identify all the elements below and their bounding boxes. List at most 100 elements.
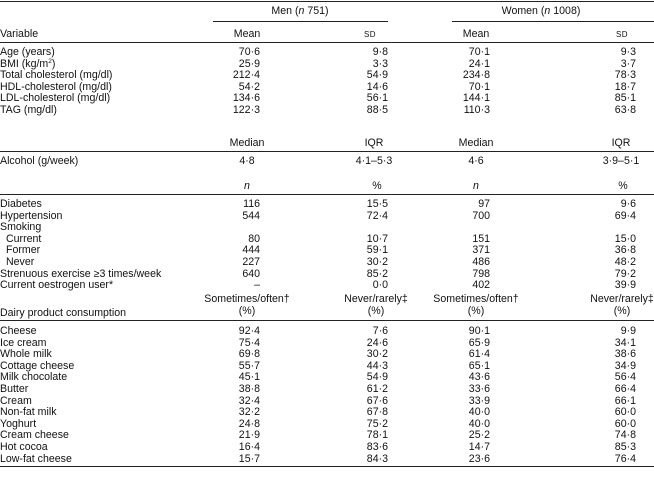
column-header-men-never: Never/rarely‡	[344, 293, 408, 305]
women-iqr-value: 3·9–5·1	[602, 155, 640, 167]
column-header-women-iqr: IQR	[611, 137, 631, 149]
top-rule	[0, 1, 654, 2]
group-header-men: Men (n 751)	[271, 5, 329, 17]
men-never-value: 44·3	[366, 359, 388, 372]
men-group-rule	[213, 21, 388, 22]
group-header-women: Women (n 1008)	[501, 5, 581, 17]
women-n-value: 97	[478, 198, 490, 210]
men-mean-value: 134·6	[232, 92, 260, 105]
women-pct-value: 39·9	[614, 279, 636, 292]
women-sometimes-value: 65·1	[468, 359, 490, 372]
column-header-women-never-unit: (%)	[613, 305, 631, 317]
women-sometimes-value: 61·4	[468, 348, 490, 361]
row-label: Low-fat cheese	[0, 452, 72, 465]
men-mean-value: 70·6	[238, 46, 260, 58]
row-label: Whole milk	[0, 348, 52, 361]
men-pct-value: 10·7	[366, 232, 388, 245]
men-never-value: 24·6	[366, 336, 388, 349]
men-sometimes-value: 55·7	[238, 359, 260, 372]
women-sd-value: 63·8	[614, 104, 636, 116]
column-header-women-sometimes: Sometimes/often†	[433, 293, 519, 305]
row-label: TAG (mg/dl)	[0, 104, 57, 116]
women-mean-value: 70·1	[468, 46, 490, 58]
column-header-men-pct: %	[372, 180, 382, 192]
row-label: Current	[6, 232, 42, 245]
women-sometimes-value: 33·9	[468, 394, 490, 407]
men-sometimes-value: 24·8	[238, 417, 260, 430]
men-pct-value: 72·4	[366, 209, 388, 222]
row-label: LDL-cholesterol (mg/dl)	[0, 92, 111, 105]
women-never-value: 85·3	[614, 441, 636, 453]
women-sometimes-value: 65·9	[468, 336, 490, 349]
women-never-value: 9·9	[620, 325, 636, 337]
column-header-women-median: Median	[458, 137, 494, 149]
women-sd-value: 18·7	[614, 80, 636, 93]
men-never-value: 67·6	[366, 394, 388, 407]
row-label: Diabetes	[0, 198, 42, 210]
dairy-header-rule	[0, 320, 654, 321]
men-never-value: 7·6	[372, 325, 388, 337]
men-pct-value: 15·5	[366, 198, 388, 210]
row-label: Never	[6, 256, 35, 268]
row-label: Former	[6, 244, 41, 257]
bottom-rule	[0, 466, 654, 467]
women-never-value: 60·0	[614, 417, 636, 430]
men-n-value: 116	[243, 198, 260, 210]
women-sometimes-value: 40·0	[468, 417, 490, 430]
women-never-value: 56·4	[614, 371, 636, 384]
row-label: Yoghurt	[0, 417, 37, 430]
row-label: Alcohol (g/week)	[0, 155, 79, 167]
column-header-men-median: Median	[229, 137, 265, 149]
column-header-men-sd: SD	[363, 30, 377, 39]
row-label: Cottage cheese	[0, 359, 75, 372]
row-label: Cream	[0, 394, 32, 407]
row-label: Cheese	[0, 325, 37, 337]
men-n-value: –	[254, 279, 260, 292]
row-label: Hypertension	[0, 209, 63, 222]
men-sometimes-value: 38·8	[238, 383, 260, 395]
column-header-women-pct: %	[618, 180, 628, 192]
row-label: Dairy product consumption	[0, 307, 127, 319]
women-sd-value: 9·3	[620, 46, 636, 58]
men-median-value: 4·8	[239, 155, 255, 167]
men-n-value: 640	[242, 267, 260, 280]
women-n-value: 371	[472, 244, 490, 257]
women-sometimes-value: 25·2	[468, 429, 490, 442]
women-sometimes-value: 40·0	[468, 406, 490, 419]
women-pct-value: 48·2	[614, 256, 636, 268]
women-mean-value: 110·3	[463, 104, 490, 116]
women-sometimes-value: 23·6	[468, 452, 490, 465]
men-sometimes-value: 45·1	[238, 371, 260, 384]
column-header-women-sometimes-unit: (%)	[467, 305, 485, 317]
men-never-value: 67·8	[366, 406, 388, 419]
women-sd-value: 3·7	[620, 57, 636, 70]
women-group-rule	[452, 21, 654, 22]
men-sd-value: 54·9	[366, 69, 388, 82]
women-sd-value: 78·3	[614, 69, 636, 82]
row-label: Age (years)	[0, 46, 55, 58]
women-sometimes-value: 43·6	[468, 371, 490, 384]
women-mean-value: 234·8	[462, 69, 490, 82]
row-label: Current oestrogen user*	[0, 279, 114, 292]
count-header-rule	[0, 194, 654, 195]
row-label: HDL-cholesterol (mg/dl)	[0, 80, 112, 93]
men-sometimes-value: 16·4	[238, 441, 260, 453]
women-median-value: 4·6	[468, 155, 484, 167]
men-never-value: 54·9	[366, 371, 388, 384]
column-header-women-never: Never/rarely‡	[590, 293, 654, 305]
women-n-value: 402	[472, 279, 490, 292]
row-label: Non-fat milk	[0, 406, 57, 419]
women-n-value: 700	[472, 209, 490, 222]
column-header-men-never-unit: (%)	[367, 305, 385, 317]
men-sometimes-value: 32·2	[238, 406, 260, 419]
column-header-men-iqr: IQR	[364, 137, 384, 149]
row-label: Smoking	[0, 221, 42, 234]
row-label: Strenuous exercise ≥3 times/week	[0, 267, 162, 280]
men-n-value: 544	[242, 209, 260, 222]
men-pct-value: 30·2	[366, 256, 388, 268]
men-mean-value: 122·3	[232, 104, 260, 116]
women-mean-value: 70·1	[468, 80, 490, 93]
column-header-women-sd: SD	[615, 30, 629, 39]
men-mean-value: 212·4	[232, 69, 260, 82]
men-mean-value: 25·9	[238, 57, 260, 70]
